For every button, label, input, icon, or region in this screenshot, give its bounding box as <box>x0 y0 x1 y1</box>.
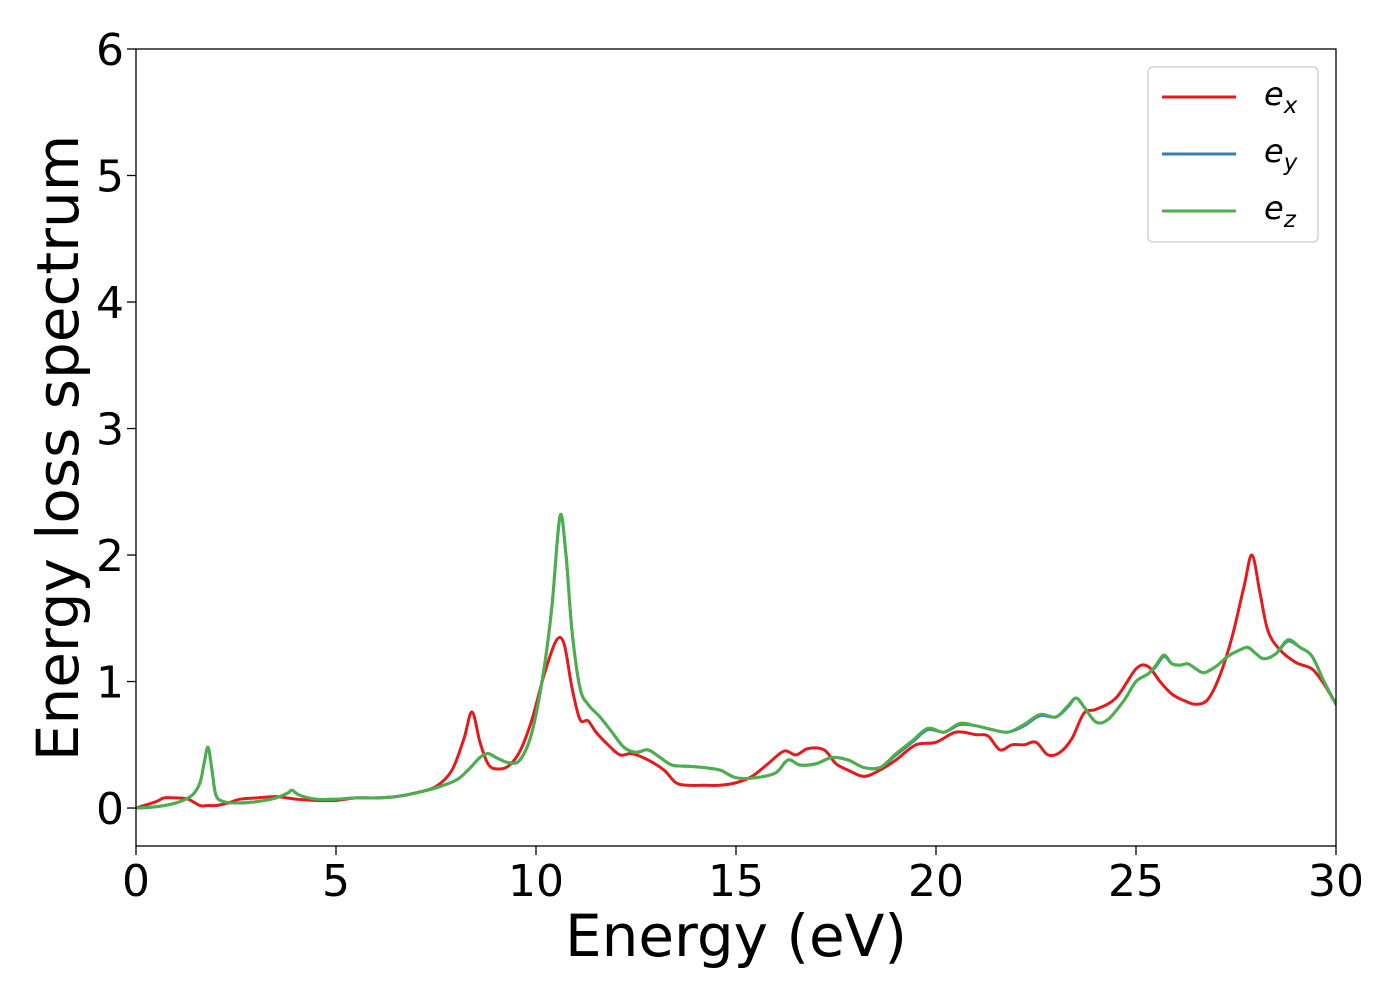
y-axis-title: Energy loss spectrum <box>24 135 92 761</box>
legend-label-base: e <box>1264 75 1284 113</box>
y-tick-label: 0 <box>96 784 124 835</box>
y-tick-label: 3 <box>96 405 124 456</box>
legend-label-z: ez <box>1264 189 1297 233</box>
x-tick-label: 25 <box>1108 856 1164 907</box>
x-axis-title: Energy (eV) <box>565 902 907 970</box>
y-tick-label: 1 <box>96 658 124 709</box>
y-tick-label: 6 <box>96 25 124 76</box>
legend-label-x: ex <box>1264 75 1298 119</box>
legend-label-base: e <box>1264 132 1284 170</box>
series-line-z <box>136 512 1336 810</box>
legend-label-subscript: y <box>1283 150 1298 176</box>
x-axis: 0 5 10 15 20 25 30 <box>122 846 1364 907</box>
series-layer <box>136 512 1336 810</box>
y-axis: 0 1 2 3 4 5 6 <box>96 25 136 835</box>
x-tick-label: 15 <box>708 856 764 907</box>
legend-label-subscript: x <box>1283 93 1298 119</box>
legend-label-base: e <box>1264 189 1284 227</box>
x-tick-label: 10 <box>508 856 564 907</box>
y-tick-label: 2 <box>96 531 124 582</box>
y-tick-label: 5 <box>96 152 124 203</box>
x-tick-label: 5 <box>322 856 350 907</box>
legend-label-y: ey <box>1264 132 1298 176</box>
x-tick-label: 20 <box>908 856 964 907</box>
legend-label-subscript: z <box>1283 207 1297 233</box>
x-tick-label: 30 <box>1308 856 1364 907</box>
x-tick-label: 0 <box>122 856 150 907</box>
y-tick-label: 4 <box>96 278 124 329</box>
